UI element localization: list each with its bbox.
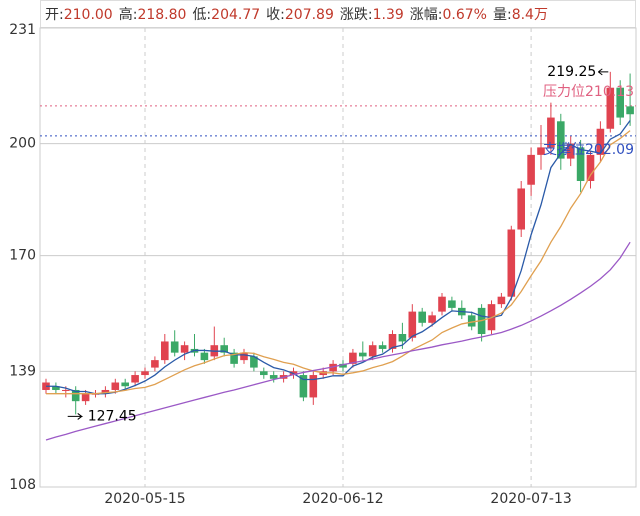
moving-average bbox=[46, 120, 631, 395]
candle-body bbox=[200, 352, 209, 361]
min-arrow bbox=[67, 413, 84, 420]
candle-body bbox=[616, 87, 624, 118]
candle-body bbox=[230, 352, 238, 364]
candle-body bbox=[339, 363, 347, 368]
min-label: 127.45 bbox=[88, 408, 137, 424]
candle-body bbox=[220, 345, 228, 353]
quote-label: 开: bbox=[45, 7, 64, 23]
candle-body bbox=[547, 117, 555, 148]
quote-item: 收:207.89 bbox=[266, 4, 334, 24]
candle-body bbox=[250, 356, 258, 368]
candle-body bbox=[240, 352, 248, 361]
candle-body bbox=[566, 143, 575, 159]
candle-body bbox=[180, 345, 189, 353]
candle-body bbox=[151, 360, 159, 368]
moving-average bbox=[46, 130, 631, 395]
candle-body bbox=[527, 154, 535, 185]
candle-body bbox=[121, 382, 129, 387]
candle-body bbox=[438, 296, 446, 312]
candle-body bbox=[309, 375, 318, 398]
candle-body bbox=[52, 386, 60, 390]
quote-value: 204.77 bbox=[211, 7, 261, 23]
candle-body bbox=[408, 311, 417, 338]
candle-body bbox=[517, 188, 525, 230]
candle-body bbox=[606, 87, 615, 129]
quote-item: 涨跌:1.39 bbox=[340, 4, 404, 24]
quote-label: 量: bbox=[492, 7, 512, 23]
candle-body bbox=[269, 375, 278, 379]
y-tick-label: 200 bbox=[9, 136, 36, 152]
quote-item: 低:204.77 bbox=[192, 4, 260, 24]
candle-body bbox=[71, 389, 80, 402]
x-tick-label: 2020-07-13 bbox=[490, 491, 571, 507]
x-tick-label: 2020-06-12 bbox=[302, 491, 383, 507]
candle-body bbox=[596, 128, 605, 155]
candle-body bbox=[349, 352, 357, 364]
quote-value: 210.00 bbox=[63, 7, 113, 23]
quote-label: 涨幅: bbox=[409, 7, 443, 23]
candle-body bbox=[537, 147, 545, 155]
candle-body bbox=[428, 315, 436, 323]
quote-label: 低: bbox=[192, 7, 212, 23]
quote-item: 涨幅:0.67% bbox=[410, 4, 487, 24]
candle-body bbox=[141, 371, 149, 376]
quote-value: 8.4万 bbox=[511, 7, 548, 23]
quote-label: 高: bbox=[118, 7, 138, 23]
y-tick-label: 231 bbox=[9, 22, 36, 38]
level-label: 压力位210.13 bbox=[543, 84, 634, 100]
max-label: 219.25 bbox=[547, 64, 596, 80]
candle-body bbox=[299, 375, 308, 398]
candle-body bbox=[576, 147, 585, 181]
candle-body bbox=[557, 121, 565, 159]
candle-body bbox=[81, 393, 90, 402]
quote-label: 涨跌: bbox=[339, 7, 373, 23]
quote-item: 开:210.00 bbox=[45, 4, 113, 24]
candle-body bbox=[368, 345, 377, 357]
level-label: 支撑位202.09 bbox=[543, 142, 634, 158]
quote-value: 207.89 bbox=[284, 7, 334, 23]
candle-body bbox=[507, 229, 516, 297]
candle-body bbox=[398, 334, 407, 342]
y-tick-label: 139 bbox=[9, 363, 36, 379]
moving-average bbox=[45, 241, 631, 441]
quote-item: 高:218.80 bbox=[119, 4, 187, 24]
candle-body bbox=[418, 311, 426, 323]
candle-body bbox=[586, 154, 595, 181]
candle-body bbox=[62, 389, 70, 391]
candle-body bbox=[101, 389, 110, 394]
candle-body bbox=[329, 363, 337, 372]
quote-header: 开:210.00 高:218.80 低:204.77 收:207.89 涨跌:1.39 涨… bbox=[40, 0, 636, 28]
quote-value: 0.67% bbox=[442, 7, 487, 23]
candle-body bbox=[626, 106, 634, 115]
x-tick-label: 2020-05-15 bbox=[104, 491, 185, 507]
candle-body bbox=[448, 300, 456, 308]
candle-body bbox=[467, 315, 476, 327]
candle-body bbox=[359, 352, 367, 357]
candle-body bbox=[497, 296, 506, 305]
quote-item: 量:8.4万 bbox=[493, 4, 548, 24]
quote-value: 1.39 bbox=[372, 7, 404, 23]
candle-body bbox=[111, 382, 120, 390]
candle-body bbox=[378, 345, 387, 349]
candle-body bbox=[131, 375, 139, 383]
y-tick-label: 170 bbox=[9, 248, 36, 264]
candle-body bbox=[388, 334, 397, 349]
quote-label: 收: bbox=[266, 7, 285, 23]
candle-body bbox=[161, 341, 169, 361]
quote-value: 218.80 bbox=[137, 7, 187, 23]
y-tick-label: 108 bbox=[9, 477, 36, 493]
candle-body bbox=[260, 371, 268, 376]
max-arrow bbox=[598, 68, 609, 76]
candle-body bbox=[170, 341, 179, 353]
